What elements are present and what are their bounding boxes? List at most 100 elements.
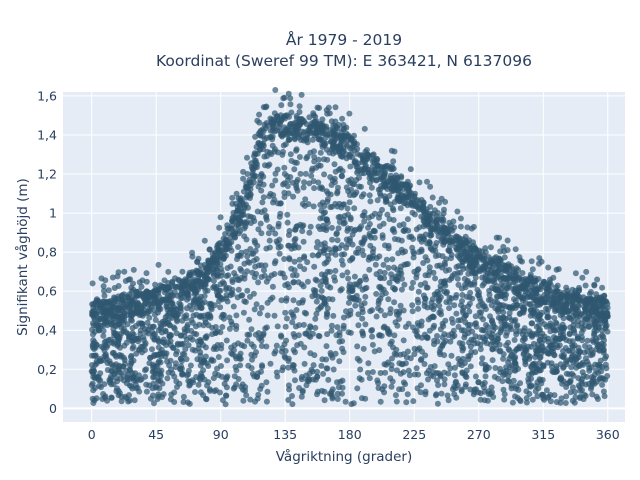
scatter-point (174, 292, 181, 299)
scatter-point (377, 190, 383, 197)
scatter-point (469, 247, 476, 253)
x-tick-label: 90 (213, 427, 229, 442)
scatter-point (360, 345, 367, 352)
scatter-point (446, 277, 453, 283)
scatter-point (333, 230, 340, 237)
scatter-point (111, 294, 118, 301)
scatter-point (441, 339, 447, 346)
scatter-point (380, 261, 387, 268)
scatter-point (214, 255, 221, 262)
scatter-point-outlier (195, 255, 202, 262)
scatter-point (507, 364, 513, 371)
scatter-point (440, 323, 447, 330)
x-tick-label: 0 (88, 427, 96, 442)
scatter-point (588, 364, 595, 371)
scatter-point (136, 302, 143, 309)
scatter-point (362, 273, 369, 280)
scatter-point-outlier (504, 247, 511, 254)
scatter-point-outlier (201, 237, 208, 244)
scatter-point (116, 352, 123, 358)
scatter-point (526, 383, 533, 390)
scatter-point (308, 172, 315, 179)
scatter-point (292, 226, 299, 233)
scatter-point (184, 282, 191, 289)
scatter-point (334, 324, 341, 331)
scatter-point (426, 238, 433, 245)
scatter-point (286, 256, 293, 263)
scatter-point (347, 307, 354, 314)
scatter-point (549, 345, 555, 352)
scatter-point (500, 386, 507, 393)
scatter-point (501, 396, 508, 403)
scatter-point (238, 267, 245, 274)
scatter-point (446, 305, 453, 312)
scatter-point (432, 226, 439, 232)
scatter-point (304, 153, 311, 160)
scatter-point (299, 389, 306, 395)
scatter-point (189, 346, 196, 353)
scatter-point (466, 308, 473, 315)
scatter-point (206, 276, 213, 283)
scatter-point (354, 385, 361, 392)
scatter-point (427, 226, 434, 233)
scatter-point (88, 382, 95, 389)
scatter-point (536, 294, 543, 301)
scatter-point (246, 316, 253, 323)
scatter-point-outlier (554, 282, 561, 289)
scatter-point (280, 364, 287, 371)
scatter-point (111, 300, 118, 306)
scatter-point (600, 388, 607, 395)
scatter-point-outlier (528, 258, 535, 265)
scatter-point (257, 127, 264, 134)
scatter-point-outlier (284, 112, 290, 119)
scatter-point (424, 334, 431, 341)
scatter-point (571, 327, 578, 334)
scatter-point (216, 287, 222, 294)
scatter-point (227, 234, 234, 241)
scatter-point (363, 284, 370, 291)
scatter-point (339, 173, 345, 180)
scatter-point (492, 305, 499, 312)
scatter-point (240, 397, 247, 404)
scatter-point (427, 364, 434, 370)
scatter-point (324, 252, 331, 259)
scatter-point (359, 315, 366, 322)
scatter-point (166, 321, 173, 328)
scatter-point (567, 389, 574, 396)
scatter-point (283, 315, 290, 322)
scatter-point (362, 321, 369, 328)
scatter-point (272, 230, 279, 237)
scatter-point (233, 326, 240, 332)
scatter-point (467, 386, 474, 393)
scatter-point (254, 208, 261, 215)
scatter-point (411, 211, 418, 218)
scatter-point (536, 354, 543, 361)
scatter-point (119, 317, 126, 324)
y-axis-ticks: 0 0,2 0,4 0,6 0,8 1 1,2 1,4 1,6 (37, 88, 57, 415)
scatter-point (376, 210, 383, 217)
scatter-point (303, 121, 310, 128)
scatter-point (152, 299, 159, 306)
scatter-point (287, 151, 294, 158)
scatter-point (274, 113, 281, 120)
scatter-point (185, 342, 192, 349)
scatter-point (278, 130, 285, 137)
scatter-point (307, 125, 314, 132)
scatter-point-outlier (287, 95, 294, 102)
scatter-point-outlier (217, 214, 224, 221)
scatter-point (451, 372, 458, 379)
scatter-point (184, 323, 191, 330)
scatter-point (370, 245, 377, 252)
scatter-point (451, 302, 458, 309)
scatter-point (182, 346, 189, 353)
scatter-point (387, 164, 394, 171)
scatter-points (88, 87, 611, 408)
scatter-point-outlier (594, 276, 601, 283)
scatter-point (505, 339, 511, 346)
scatter-point (263, 398, 270, 405)
scatter-point-outlier (256, 111, 263, 118)
scatter-point (595, 341, 602, 348)
scatter-point (210, 254, 217, 261)
scatter-point (130, 375, 137, 382)
